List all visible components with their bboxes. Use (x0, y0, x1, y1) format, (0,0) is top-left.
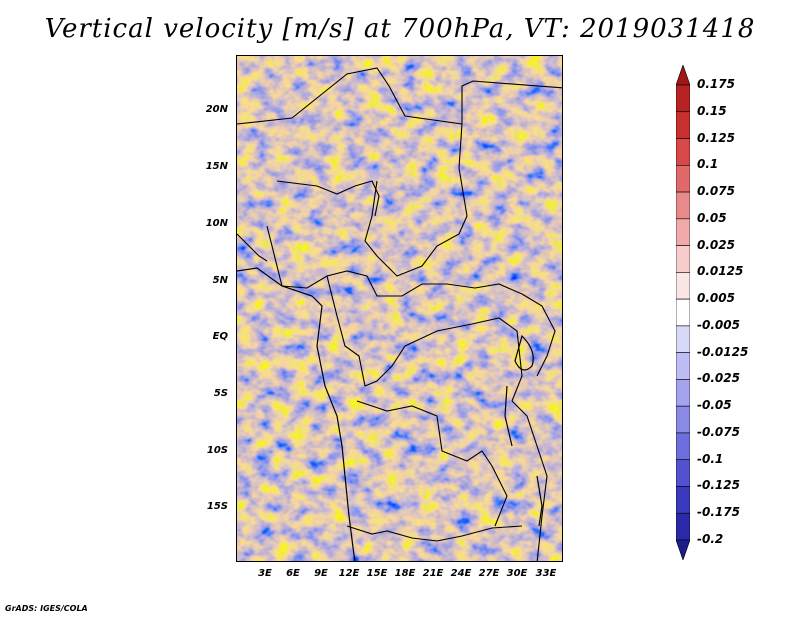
credit-text: GrADS: IGES/COLA (5, 604, 88, 613)
lon-tick-label: 24E (450, 568, 472, 579)
colorbar-tick-label: -0.125 (697, 478, 740, 493)
colorbar-tick-label: 0.175 (697, 77, 735, 91)
colorbar-segment (676, 218, 690, 246)
border-nigeria-south (266, 225, 368, 289)
colorbar-tick-label: -0.0125 (697, 344, 749, 359)
lat-tick-label: 5N (212, 275, 228, 286)
colorbar-tick-label: -0.2 (697, 532, 724, 546)
colorbar-top-arrow (676, 65, 690, 86)
colorbar-segment (676, 245, 690, 273)
colorbar-tick-label: 0.1 (697, 157, 719, 172)
border-angola-zambia (346, 525, 523, 542)
colorbar-tick-label: 0.0125 (697, 264, 744, 279)
colorbar-segment (676, 405, 690, 434)
colorbar-segment (676, 432, 690, 461)
border-drc-south (356, 400, 508, 527)
lake-tanganyika (504, 385, 513, 447)
colorbar-tick-label: 0.05 (697, 210, 727, 225)
colorbar-segment (676, 84, 690, 113)
colorbar-segment (676, 325, 690, 353)
lat-tick-label: 20N (205, 104, 228, 115)
border-niger-libya (237, 67, 562, 125)
lake-malawi (536, 475, 543, 527)
colorbar-segment (676, 191, 690, 220)
colorbar-tick-label: -0.175 (697, 505, 740, 520)
lat-tick-label: EQ (212, 331, 228, 342)
map-title: Vertical velocity [m/s] at 700hPa, VT: 2… (44, 14, 756, 44)
colorbar (676, 65, 690, 560)
colorbar-tick-label: -0.05 (697, 398, 732, 413)
colorbar-bottom-arrow (676, 539, 690, 560)
colorbar-segment (676, 486, 690, 514)
lon-tick-label: 21E (422, 568, 444, 579)
lake-victoria (514, 334, 534, 371)
lon-tick-label: 15E (366, 568, 388, 579)
colorbar-tick-label: -0.025 (697, 371, 740, 386)
map-panel (236, 55, 563, 562)
lon-tick-label: 12E (338, 568, 360, 579)
lon-tick-label: 9E (314, 568, 328, 579)
lon-tick-label: 3E (258, 568, 272, 579)
border-nigeria-north (276, 180, 380, 217)
coastline-atlantic (237, 267, 356, 561)
lon-tick-label: 30E (506, 568, 528, 579)
colorbar-segment (676, 512, 690, 541)
coastlines (237, 267, 543, 561)
lat-tick-label: 15S (206, 501, 228, 512)
lat-tick-label: 15N (205, 161, 228, 172)
lon-tick-label: 33E (535, 568, 557, 579)
country-borders (237, 67, 562, 561)
colorbar-segment (676, 379, 690, 407)
colorbar-tick-label: 0.125 (697, 130, 735, 145)
colorbar-tick-label: -0.1 (697, 451, 724, 466)
border-westcoast (237, 233, 268, 262)
colorbar-tick-label: -0.075 (697, 424, 740, 439)
border-drc-north (404, 317, 523, 402)
colorbar-tick-label: 0.075 (697, 184, 735, 199)
colorbar-segment (676, 298, 690, 327)
lon-tick-label: 6E (286, 568, 300, 579)
lat-tick-label: 10S (206, 445, 228, 456)
colorbar-tick-label: 0.15 (697, 103, 727, 118)
colorbar-segment (676, 352, 690, 380)
border-chad (364, 123, 468, 277)
border-sudan-south (521, 293, 556, 377)
lat-tick-label: 10N (205, 218, 228, 229)
colorbar-segment (676, 164, 690, 193)
lon-tick-label: 27E (478, 568, 500, 579)
colorbar-tick-label: 0.025 (697, 237, 735, 252)
lon-tick-label: 18E (394, 568, 416, 579)
lat-tick-label: 5S (213, 388, 228, 399)
colorbar-segment (676, 272, 690, 300)
colorbar-segment (676, 111, 690, 139)
colorbar-segment (676, 459, 690, 487)
velocity-streaks (237, 56, 562, 561)
colorbar-tick-label: 0.005 (697, 291, 735, 306)
colorbar-segment (676, 138, 690, 166)
colorbar-tick-label: -0.005 (697, 317, 740, 332)
border-cameroon-congo (326, 275, 406, 387)
border-tanzania (511, 400, 548, 561)
border-car (366, 275, 523, 297)
velocity-field-map (237, 56, 562, 561)
